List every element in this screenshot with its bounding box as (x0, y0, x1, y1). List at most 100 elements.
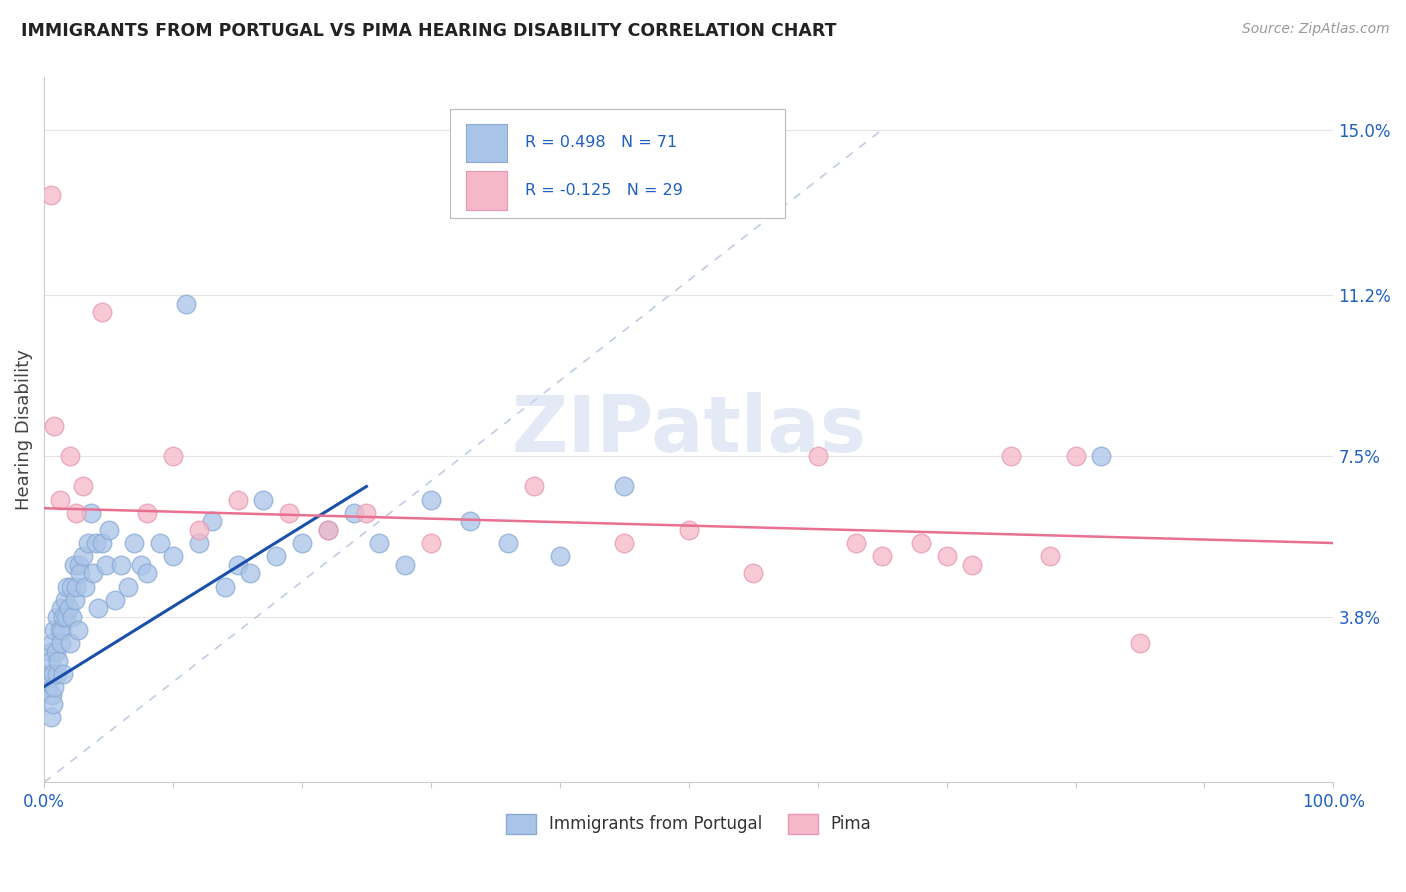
Point (162, 449, 184, 463)
Point (60, 580, 83, 594)
Point (129, 558, 152, 572)
Point (84, 536, 107, 550)
FancyBboxPatch shape (465, 171, 508, 210)
Point (41, 636, 63, 650)
Point (53, 592, 76, 607)
Point (62, 610, 84, 624)
Point (82, 566, 104, 581)
Point (316, 523, 339, 537)
Point (342, 506, 364, 520)
Point (65, 580, 87, 594)
Text: Source: ZipAtlas.com: Source: ZipAtlas.com (1241, 22, 1389, 37)
Point (678, 523, 700, 537)
Point (44, 680, 66, 694)
Point (66, 623, 89, 637)
Point (807, 449, 830, 463)
Text: R = -0.125   N = 29: R = -0.125 N = 29 (524, 183, 683, 198)
Point (149, 536, 172, 550)
Point (291, 536, 314, 550)
Legend: Immigrants from Portugal, Pima: Immigrants from Portugal, Pima (506, 814, 872, 834)
Point (65, 506, 87, 520)
Point (264, 549, 287, 563)
Point (394, 558, 416, 572)
Point (278, 506, 301, 520)
Point (46, 666, 69, 681)
Point (44, 418, 66, 433)
Point (49, 601, 72, 615)
Point (187, 536, 209, 550)
Point (368, 536, 391, 550)
Point (162, 549, 184, 563)
Point (59, 449, 82, 463)
Point (41, 689, 63, 703)
Point (548, 549, 571, 563)
Point (239, 566, 262, 581)
Point (51, 623, 73, 637)
Point (46, 653, 69, 667)
Point (58, 601, 80, 615)
Point (316, 523, 339, 537)
Point (75, 580, 97, 594)
Point (38, 666, 60, 681)
Point (613, 479, 636, 493)
Text: R = 0.498   N = 71: R = 0.498 N = 71 (524, 136, 678, 151)
Point (962, 558, 984, 572)
Point (87, 601, 110, 615)
Point (523, 479, 546, 493)
Point (187, 523, 209, 537)
Point (214, 580, 236, 594)
Point (46, 610, 69, 624)
Point (45, 645, 67, 659)
Point (91, 305, 114, 319)
Point (136, 506, 159, 520)
Point (72, 549, 94, 563)
Point (39, 188, 62, 202)
Point (42, 666, 65, 681)
Point (39, 653, 62, 667)
Point (1000, 449, 1022, 463)
Point (44, 623, 66, 637)
FancyBboxPatch shape (465, 124, 508, 162)
Point (52, 666, 75, 681)
Point (252, 492, 274, 507)
Point (55, 610, 77, 624)
Point (49, 636, 72, 650)
Point (104, 592, 127, 607)
Point (419, 492, 441, 507)
Point (52, 610, 75, 624)
Point (97, 523, 120, 537)
Y-axis label: Hearing Disability: Hearing Disability (15, 350, 32, 510)
Point (419, 536, 441, 550)
Point (124, 536, 146, 550)
Point (48, 492, 70, 507)
Point (91, 536, 114, 550)
Point (845, 536, 868, 550)
Point (458, 514, 481, 528)
Point (39, 710, 62, 724)
Point (77, 536, 100, 550)
Point (742, 566, 765, 581)
Point (910, 536, 932, 550)
Point (870, 549, 893, 563)
Point (174, 296, 197, 310)
FancyBboxPatch shape (450, 109, 786, 219)
Point (117, 580, 139, 594)
Point (1129, 636, 1152, 650)
Point (496, 536, 519, 550)
Point (56, 580, 79, 594)
Point (69, 566, 91, 581)
Point (226, 558, 249, 572)
Point (201, 514, 224, 528)
Point (935, 549, 957, 563)
Point (62, 558, 84, 572)
Text: ZIPatlas: ZIPatlas (512, 392, 866, 468)
Point (226, 492, 249, 507)
Point (37, 680, 59, 694)
Point (79, 506, 101, 520)
Point (48, 623, 70, 637)
Point (94, 558, 117, 572)
Point (59, 636, 82, 650)
Point (42, 697, 65, 711)
Point (67, 558, 90, 572)
Point (356, 506, 378, 520)
